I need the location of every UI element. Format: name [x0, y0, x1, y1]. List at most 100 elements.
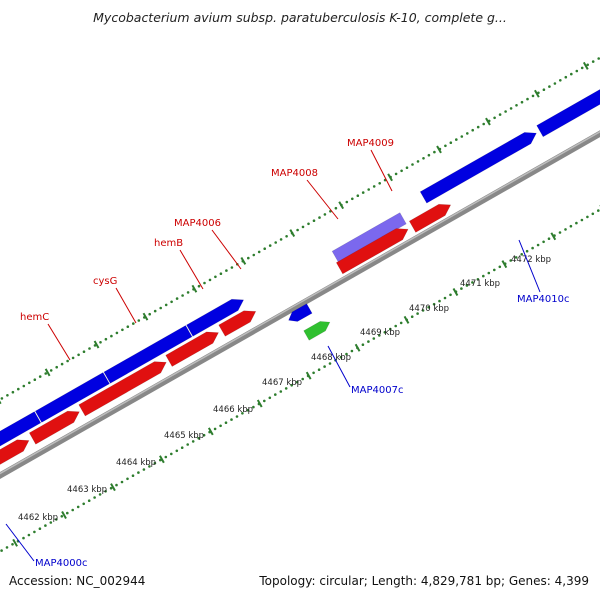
- ruler-dot: [88, 347, 91, 350]
- gene-red-hemB[interactable]: [165, 331, 219, 367]
- gene-label[interactable]: MAP4009: [347, 138, 394, 149]
- kbp-tick-label: 4466 kbp: [213, 405, 253, 415]
- topology-summary-text: Topology: circular; Length: 4,829,781 bp…: [259, 574, 589, 588]
- ruler-dot: [219, 424, 222, 428]
- gene-leader-line: [5, 523, 35, 562]
- gene-hypothetical-map4008[interactable]: [331, 212, 407, 263]
- kbp-tick-label: 4469 kbp: [360, 328, 400, 338]
- ruler-dot: [230, 418, 233, 421]
- gene-blue-map4007c[interactable]: [288, 303, 313, 322]
- ruler-dot: [268, 396, 272, 400]
- ruler-dot: [317, 368, 321, 372]
- ruler-dot: [570, 72, 573, 76]
- ruler-dot: [367, 188, 371, 191]
- gene-red-map4006[interactable]: [218, 310, 257, 337]
- ruler-dot: [476, 278, 480, 281]
- ruler-dot: [87, 499, 91, 503]
- gene-red-cysG[interactable]: [78, 361, 167, 417]
- ruler-dot: [498, 113, 502, 116]
- gene-blue-forward[interactable]: [0, 411, 42, 480]
- ruler-dot: [394, 172, 398, 176]
- ruler-dot: [334, 206, 338, 210]
- ruler-dot: [279, 390, 283, 393]
- gene-blue-forward[interactable]: [186, 298, 245, 337]
- ruler-dot: [509, 107, 513, 110]
- genome-backbone: [0, 130, 600, 479]
- gene-label[interactable]: MAP4008: [271, 168, 318, 179]
- gene-red-map4008[interactable]: [335, 228, 409, 275]
- ruler-dot: [367, 340, 370, 343]
- ruler-dot: [28, 381, 31, 385]
- ruler-dot: [449, 293, 452, 297]
- kbp-tick-label: 4465 kbp: [164, 431, 204, 441]
- gene-leader-line: [306, 179, 339, 220]
- ruler-dot: [175, 297, 179, 300]
- gene-leader-line: [518, 239, 541, 293]
- gene-label[interactable]: hemC: [20, 312, 49, 323]
- ruler-dot: [159, 306, 162, 310]
- ruler-dot: [241, 412, 244, 415]
- ruler-dot: [180, 446, 184, 450]
- ruler-dot: [536, 243, 540, 247]
- kbp-tick-label: 4462 kbp: [18, 513, 58, 523]
- gene-label[interactable]: MAP4000c: [35, 558, 87, 569]
- ruler-dot: [307, 222, 310, 226]
- gene-red-hemC[interactable]: [0, 439, 30, 484]
- ruler-dot: [60, 515, 64, 518]
- ruler-dot: [285, 235, 288, 238]
- major-tick: [485, 117, 491, 126]
- ruler-dot: [476, 125, 480, 129]
- major-tick: [403, 315, 410, 324]
- major-tick: [534, 89, 540, 98]
- ruler-dot: [449, 141, 453, 144]
- ruler-dot: [104, 337, 108, 341]
- ruler-dot: [394, 324, 398, 328]
- ruler-dot: [509, 259, 512, 262]
- gene-blue-forward[interactable]: [536, 67, 600, 138]
- ruler-dot: [323, 365, 326, 368]
- ruler-dot: [38, 375, 42, 378]
- ruler-dot: [597, 57, 600, 60]
- ruler-dot: [378, 182, 382, 185]
- ruler-dot: [465, 284, 469, 287]
- gene-blue-forward[interactable]: [34, 372, 110, 423]
- ruler-dot: [115, 331, 119, 335]
- ruler-dot: [295, 380, 299, 384]
- ruler-dot: [487, 271, 491, 275]
- ruler-dot: [591, 60, 595, 63]
- gene-label[interactable]: MAP4006: [174, 218, 221, 229]
- gene-label[interactable]: cysG: [93, 276, 117, 287]
- ruler-dot: [460, 135, 464, 138]
- ruler-dot: [274, 241, 278, 244]
- gene-red-map4009[interactable]: [408, 203, 452, 233]
- gene-label[interactable]: hemB: [154, 238, 183, 249]
- ruler-dot: [142, 468, 146, 471]
- major-tick: [501, 260, 508, 269]
- ruler-dot: [197, 284, 201, 288]
- ruler-dot: [498, 265, 502, 269]
- gene-green-map4007c[interactable]: [303, 321, 331, 341]
- gene-blue-forward[interactable]: [103, 325, 193, 384]
- ruler-dot: [126, 477, 129, 481]
- ruler-dot: [542, 240, 545, 244]
- ruler-dot: [580, 66, 584, 70]
- ruler-dot: [411, 163, 414, 166]
- ruler-dot: [520, 253, 523, 256]
- gene-label[interactable]: MAP4010c: [517, 294, 569, 305]
- ruler-dot: [33, 530, 36, 534]
- gene-label[interactable]: MAP4007c: [351, 385, 403, 396]
- ruler-dot: [268, 244, 272, 247]
- major-tick: [452, 288, 459, 296]
- kbp-tick-label: 4467 kbp: [262, 378, 302, 388]
- ruler-dot: [504, 110, 507, 113]
- ruler-dot: [559, 79, 562, 82]
- ruler-dot: [0, 397, 4, 400]
- ruler-dot: [109, 486, 113, 490]
- ruler-dot: [455, 138, 458, 141]
- label-layer: 4462 kbp 4463 kbp 4464 kbp 4465 kbp 4466 kbp…: [5, 138, 569, 569]
- gene-blue-forward[interactable]: [419, 132, 537, 204]
- ruler-dot: [575, 69, 579, 73]
- gene-red[interactable]: [28, 410, 80, 445]
- ruler-dot: [110, 334, 113, 338]
